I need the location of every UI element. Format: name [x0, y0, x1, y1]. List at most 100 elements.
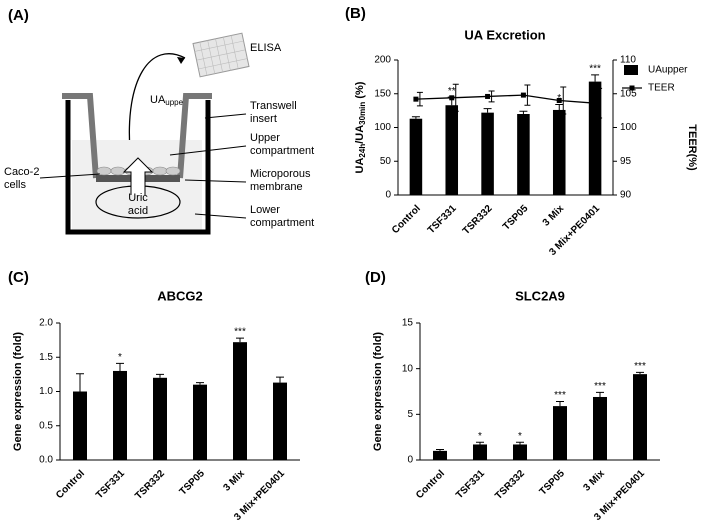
- significance: *: [118, 352, 122, 363]
- y2-tick-label: 100: [620, 122, 637, 133]
- significance: ***: [594, 381, 606, 392]
- y-axis-label: Gene expression (fold): [372, 332, 384, 452]
- point: [413, 96, 419, 102]
- arrowhead: [177, 57, 185, 64]
- y-tick-label: 200: [374, 55, 391, 66]
- transwell-label: Transwell insert: [250, 100, 297, 125]
- plate-wells: [194, 35, 248, 76]
- error-bar: [196, 382, 204, 385]
- bar: [633, 374, 647, 460]
- uric-acid-label: Uric acid: [128, 192, 148, 217]
- x-tick-label: Control: [54, 468, 87, 501]
- bar: [233, 342, 247, 460]
- significance: *: [557, 93, 561, 104]
- y-axis-label: Gene expression (fold): [12, 332, 24, 452]
- error-bar: [276, 376, 284, 383]
- up-arrow: [122, 157, 154, 195]
- x-tick-label: TSP05: [538, 468, 568, 498]
- error-bar: [596, 87, 603, 119]
- x-tick-label: TSF331: [454, 468, 487, 501]
- y-tick-label: 150: [374, 88, 391, 99]
- point: [556, 98, 562, 103]
- transwell-diagram: (A) ELISA UAupper Uric acid Caco-2 cells T…: [4, 7, 314, 235]
- arrow: [128, 53, 186, 151]
- bar: [273, 382, 287, 460]
- error-bar: [488, 90, 495, 103]
- text-line: Transwell: [250, 100, 297, 112]
- panel-label: (C): [8, 269, 29, 286]
- y-tick-label: 0.5: [39, 420, 53, 431]
- chart-title: SLC2A9: [515, 288, 565, 303]
- y-tick-label: 5: [407, 409, 413, 420]
- text-line: compartment: [250, 145, 314, 157]
- significance: ***: [634, 361, 646, 372]
- legend-marker: [629, 85, 635, 91]
- bar: [433, 450, 447, 460]
- y-axis-label: UA24h/UA30min (%): [354, 81, 367, 173]
- y2-tick-label: 90: [620, 190, 632, 201]
- error-bar: [555, 104, 564, 110]
- text-line: Microporous: [250, 168, 311, 180]
- bar: [445, 105, 459, 195]
- subscript: 24h: [358, 144, 367, 158]
- error-bar: [236, 337, 244, 343]
- bar: [73, 391, 87, 460]
- subscript: upper: [165, 98, 186, 107]
- text-part: /UA: [354, 125, 366, 144]
- bar: [193, 384, 207, 460]
- upper-comp-label: Upper compartment: [250, 132, 314, 157]
- y2-tick-label: 95: [620, 156, 632, 167]
- text-line: insert: [250, 113, 277, 125]
- y-tick-label: 10: [402, 363, 414, 374]
- error-bar: [596, 391, 604, 397]
- error-bar: [524, 84, 531, 106]
- line: [415, 94, 596, 104]
- membrane-label: Microporous membrane: [250, 168, 311, 193]
- elisa-label: ELISA: [250, 42, 282, 54]
- y-tick-label: 0: [385, 190, 391, 201]
- x-tick-label: Control: [390, 203, 423, 236]
- lower-comp-label: Lower compartment: [250, 204, 314, 229]
- bar: [588, 81, 602, 195]
- significance: ***: [234, 327, 246, 338]
- y-tick-label: 50: [380, 156, 392, 167]
- y-tick-label: 1.5: [39, 352, 53, 363]
- x-tick-label: TSP05: [501, 203, 531, 233]
- bar: [513, 444, 527, 460]
- caco2-label: Caco-2 cells: [4, 166, 39, 191]
- x-tick-label: 3 Mix: [222, 468, 248, 494]
- text-line: cells: [4, 179, 27, 191]
- y2-tick-label: 105: [620, 88, 637, 99]
- pointers: [39, 113, 247, 219]
- x-tick-label: Control: [414, 468, 447, 501]
- bar: [409, 118, 423, 195]
- text-part: UA: [354, 158, 366, 174]
- y-tick-label: 0: [407, 455, 413, 466]
- bar: [553, 406, 567, 460]
- text-line: acid: [128, 205, 148, 217]
- y-tick-label: 15: [402, 318, 414, 329]
- legend-swatch: [624, 65, 638, 75]
- significance: *: [478, 431, 482, 442]
- error-bar: [556, 401, 564, 407]
- bar: [113, 370, 127, 460]
- panel-label: (B): [345, 5, 366, 22]
- error-bar: [476, 441, 484, 445]
- y-tick-label: 2.0: [39, 318, 53, 329]
- bar: [153, 377, 167, 460]
- text-line: membrane: [250, 181, 303, 193]
- ua-upper-label: UAupper: [150, 94, 186, 107]
- significance: *: [518, 431, 522, 442]
- panel-label: (A): [8, 7, 29, 24]
- error-bar: [156, 373, 164, 378]
- text-line: compartment: [250, 217, 314, 229]
- error-bar: [516, 441, 524, 445]
- x-tick-label: TSF331: [94, 468, 127, 501]
- error-bar: [416, 91, 423, 107]
- text-part: (%): [354, 81, 366, 102]
- text-line: Upper: [250, 132, 280, 144]
- text-part: UA: [150, 94, 166, 106]
- error-bar: [636, 371, 644, 375]
- bar: [473, 444, 487, 460]
- chart-title: ABCG2: [157, 288, 203, 303]
